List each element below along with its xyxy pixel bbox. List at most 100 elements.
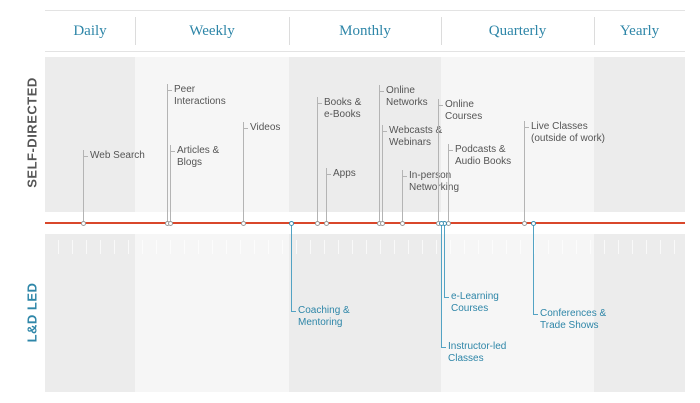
timeline-marker (289, 221, 294, 226)
grid-tick (422, 240, 423, 254)
grid-tick (478, 240, 479, 254)
period-monthly: Monthly (339, 23, 391, 39)
grid-tick (492, 240, 493, 254)
connector-tick (317, 103, 322, 104)
band-monthly-self (289, 57, 441, 212)
timeline-marker (168, 221, 173, 226)
connector-tick (291, 311, 296, 312)
item-label: Books & e-Books (324, 97, 362, 120)
connector-tick (533, 314, 538, 315)
period-weekly: Weekly (189, 23, 235, 39)
grid-tick (366, 240, 367, 254)
period-divider (289, 17, 290, 45)
grid-tick (268, 240, 269, 254)
grid-tick (576, 240, 577, 254)
band-daily-self (45, 57, 135, 212)
grid-tick (310, 240, 311, 254)
item-label: Webcasts & Webinars (389, 125, 442, 148)
grid-tick (590, 240, 591, 254)
band-daily-ld (45, 234, 135, 392)
connector-stem (83, 150, 84, 223)
grid-tick (142, 240, 143, 254)
connector-tick (326, 174, 331, 175)
connector-stem (524, 121, 525, 223)
connector-stem (243, 122, 244, 223)
grid-tick (100, 240, 101, 254)
item-label: Peer Interactions (174, 84, 226, 107)
timeline-marker (531, 221, 536, 226)
connector-stem (291, 223, 292, 311)
row-label-ld-led: L&D LED (24, 282, 40, 343)
grid-tick (184, 240, 185, 254)
grid-tick (520, 240, 521, 254)
band-yearly-self (594, 57, 685, 212)
grid-tick (212, 240, 213, 254)
grid-tick (226, 240, 227, 254)
grid-tick (506, 240, 507, 254)
timeline-marker (380, 221, 385, 226)
grid-tick (72, 240, 73, 254)
connector-tick (83, 156, 88, 157)
grid-tick (352, 240, 353, 254)
band-yearly-ld (594, 234, 685, 392)
grid-tick (562, 240, 563, 254)
connector-stem (444, 223, 445, 297)
item-label: e-Learning Courses (451, 291, 499, 314)
band-quarterly-self (441, 57, 594, 212)
connector-stem (170, 145, 171, 223)
connector-stem (167, 84, 168, 223)
timeline-marker (315, 221, 320, 226)
row-label-self-directed: SELF-DIRECTED (24, 77, 40, 188)
grid-tick (632, 240, 633, 254)
connector-tick (379, 91, 384, 92)
grid-tick (156, 240, 157, 254)
grid-tick (128, 240, 129, 254)
connector-tick (170, 151, 175, 152)
grid-tick (534, 240, 535, 254)
timeline-marker (81, 221, 86, 226)
connector-tick (438, 105, 443, 106)
grid-tick (450, 240, 451, 254)
grid-tick (618, 240, 619, 254)
band-weekly-ld (135, 234, 289, 392)
item-label: Apps (333, 168, 356, 179)
grid-tick (674, 240, 675, 254)
grid-tick (604, 240, 605, 254)
connector-stem (441, 223, 442, 347)
connector-tick (382, 131, 387, 132)
timeline-marker (439, 221, 444, 226)
period-divider (594, 17, 595, 45)
grid-tick (282, 240, 283, 254)
item-label: Articles & Blogs (177, 145, 220, 168)
period-daily: Daily (73, 23, 107, 39)
item-label: In-person Networking (409, 170, 460, 193)
connector-tick (243, 128, 248, 129)
timeline-marker (522, 221, 527, 226)
connector-stem (402, 170, 403, 223)
grid-tick (464, 240, 465, 254)
grid-tick (240, 240, 241, 254)
item-label: Coaching & Mentoring (298, 305, 350, 328)
grid-tick (170, 240, 171, 254)
connector-stem (533, 223, 534, 314)
period-divider (135, 17, 136, 45)
grid-tick (324, 240, 325, 254)
item-label: Videos (250, 122, 281, 133)
item-label: Online Networks (386, 85, 428, 108)
item-label: Web Search (90, 150, 145, 161)
grid-tick (380, 240, 381, 254)
connector-stem (326, 168, 327, 223)
period-divider (441, 17, 442, 45)
grid-tick (296, 240, 297, 254)
connector-stem (382, 125, 383, 223)
grid-tick (660, 240, 661, 254)
grid-tick (436, 240, 437, 254)
grid-tick (58, 240, 59, 254)
grid-tick (338, 240, 339, 254)
timeline-marker (400, 221, 405, 226)
connector-tick (402, 176, 407, 177)
band-monthly-ld (289, 234, 441, 392)
grid-tick (86, 240, 87, 254)
item-label: Online Courses (445, 99, 483, 122)
connector-tick (441, 347, 446, 348)
